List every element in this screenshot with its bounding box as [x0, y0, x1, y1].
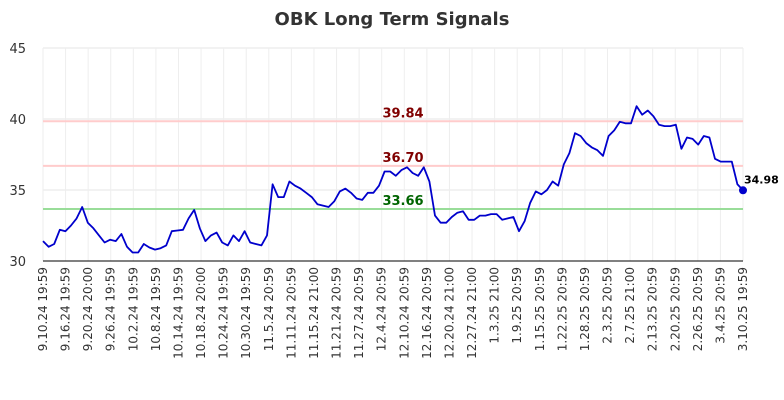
last-point	[739, 186, 747, 195]
x-tick-label: 1.28.25 20:59	[578, 267, 592, 351]
x-tick-label: 1.9.25 20:59	[510, 267, 524, 344]
x-tick-label: 9.20.24 20:00	[81, 267, 95, 351]
level-label: 33.66	[382, 194, 423, 209]
x-tick-label: 12.4.24 20:59	[375, 267, 389, 351]
x-tick-label: 11.11.24 20:59	[284, 267, 298, 359]
grid	[42, 47, 744, 262]
x-tick-label: 2.20.25 20:59	[668, 267, 682, 351]
signal-levels: 39.84 36.70 33.66	[43, 106, 743, 211]
x-tick-label: 11.5.24 20:59	[262, 267, 276, 351]
x-tick-label: 10.30.24 19:59	[239, 267, 253, 359]
x-tick-label: 12.16.24 20:59	[420, 267, 434, 359]
x-tick-label: 10.8.24 19:59	[149, 267, 163, 351]
x-tick-label: 11.21.24 20:59	[330, 267, 344, 359]
price-series: 34.98	[42, 105, 779, 254]
x-tick-label: 1.22.25 20:59	[555, 267, 569, 351]
x-tick-label: 2.7.25 21:00	[623, 267, 637, 344]
last-value-label: 34.98	[744, 173, 779, 186]
level-label: 36.70	[382, 151, 423, 166]
y-tick-label: 35	[9, 184, 26, 199]
x-tick-label: 10.14.24 19:59	[171, 267, 185, 359]
y-tick-label: 45	[9, 42, 26, 57]
chart-title: OBK Long Term Signals	[275, 9, 510, 30]
x-tick-label: 3.4.25 20:59	[713, 267, 727, 344]
x-tick-label: 2.13.25 20:59	[646, 267, 660, 351]
x-tick-label: 12.27.24 21:00	[465, 267, 479, 359]
x-tick-label: 1.15.25 20:59	[533, 267, 547, 351]
x-tick-label: 9.10.24 19:59	[36, 267, 50, 351]
x-tick-label: 2.26.25 20:59	[691, 267, 705, 351]
y-tick-label: 40	[9, 113, 26, 128]
x-tick-label: 11.27.24 20:59	[352, 267, 366, 359]
level-label: 39.84	[382, 106, 423, 121]
x-tick-label: 10.18.24 20:00	[194, 267, 208, 359]
x-tick-label: 12.10.24 20:59	[397, 267, 411, 359]
x-tick-label: 12.20.24 21:00	[442, 267, 456, 359]
x-tick-label: 3.10.25 19:59	[736, 267, 750, 351]
x-axis: 9.10.24 19:59 9.16.24 19:59 9.20.24 20:00 9…	[36, 267, 750, 359]
x-tick-label: 1.3.25 21:00	[488, 267, 502, 344]
x-tick-label: 10.24.24 19:59	[217, 267, 231, 359]
price-line	[42, 105, 744, 254]
y-tick-label: 30	[9, 255, 26, 270]
y-axis: 30 35 40 45	[9, 42, 26, 270]
x-tick-label: 11.15.24 21:00	[307, 267, 321, 359]
x-tick-label: 2.3.25 20:59	[601, 267, 615, 344]
x-tick-label: 9.26.24 19:59	[104, 267, 118, 351]
x-tick-label: 9.16.24 19:59	[59, 267, 73, 351]
x-tick-label: 10.2.24 19:59	[126, 267, 140, 351]
